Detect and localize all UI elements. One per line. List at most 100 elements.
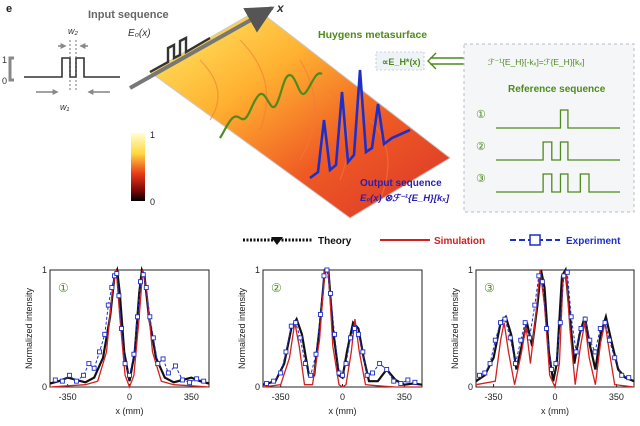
experiment-point	[477, 372, 482, 378]
level-zero: 0	[2, 76, 7, 86]
experiment-point	[619, 372, 625, 378]
experiment-point	[377, 361, 383, 367]
reference-number: ①	[476, 109, 486, 121]
experiment-point	[557, 320, 563, 326]
experiment-point	[612, 355, 618, 361]
y-tick-label: 1	[42, 265, 47, 275]
formula-box-left	[375, 51, 425, 71]
experiment-point	[391, 378, 397, 384]
experiment-point	[187, 379, 193, 385]
series-line-simulation	[262, 269, 422, 388]
input-sequence-label: Input sequence	[88, 9, 169, 21]
experiment-point	[405, 377, 411, 383]
experiment-point	[283, 349, 289, 355]
experiment-point	[143, 285, 149, 290]
y-tick-label: 1	[468, 265, 473, 275]
experiment-point	[324, 267, 330, 273]
y-tick-label: 0	[255, 382, 260, 392]
colorbar-max: 1	[150, 130, 155, 140]
formula-right: ℱ⁻¹{E_H}[-kₓ]=ℱ{E_H}[kₓ]	[488, 57, 584, 67]
output-label: Output sequence	[360, 178, 442, 189]
experiment-point	[102, 331, 108, 337]
experiment-point	[140, 272, 146, 278]
experiment-point	[150, 335, 156, 341]
experiment-point	[549, 366, 554, 372]
w2-label: w₂	[68, 26, 78, 36]
reference-sequences: ① ② ③	[476, 109, 620, 193]
reference-number: ②	[476, 141, 486, 153]
legend-theory-marker	[271, 237, 283, 245]
experiment-point	[340, 372, 345, 378]
experiment-point	[297, 335, 303, 341]
experiment-point	[122, 361, 128, 367]
experiment-point	[564, 269, 570, 275]
experiment-point	[518, 337, 524, 343]
experiment-point	[602, 320, 608, 326]
reference-wave	[496, 141, 620, 161]
metasurface-texture	[199, 39, 389, 201]
chart-3: Normalized intensity 0 1 -350 0 350 x (mm) ③	[450, 265, 635, 416]
experiment-point	[201, 378, 207, 384]
experiment-point	[172, 363, 178, 369]
experiment-point	[131, 351, 137, 357]
chart-badge: ②	[271, 281, 282, 295]
y-axis-label: Normalized intensity	[450, 287, 460, 369]
y-tick-label: 0	[468, 382, 473, 392]
input-wave-on-axis	[149, 36, 211, 74]
experiment-point	[321, 273, 327, 279]
legend-theory-label: Theory	[318, 236, 352, 247]
experiment-point	[606, 337, 612, 343]
e0x-label: E₀(x)	[128, 28, 151, 39]
experiment-point	[587, 337, 593, 343]
x-tick-label: -350	[59, 392, 77, 402]
experiment-point	[147, 314, 153, 320]
series-line-experiment	[479, 271, 629, 379]
experiment-point	[553, 361, 559, 367]
experiment-point	[532, 302, 538, 308]
x-tick-label: 350	[184, 392, 199, 402]
colorbar	[131, 133, 145, 201]
input-square-wave	[24, 57, 120, 78]
experiment-point	[97, 349, 102, 355]
x-tick-label: 0	[552, 392, 557, 402]
reference-number: ③	[476, 173, 486, 185]
experiment-point	[364, 372, 370, 378]
metasurface-plane	[149, 9, 451, 219]
experiment-point	[66, 372, 72, 378]
experiment-point	[264, 381, 269, 386]
x-tick-label: -350	[485, 392, 503, 402]
experiment-point	[360, 349, 366, 355]
reference-wave	[496, 173, 620, 193]
plot-frame	[262, 269, 423, 388]
panel-label: e	[6, 3, 12, 15]
formula-left: ∝E_H*(x)	[382, 57, 420, 67]
experiment-point	[597, 326, 603, 331]
double-arrow	[427, 52, 485, 70]
experiment-point	[626, 375, 632, 381]
experiment-point	[352, 326, 357, 331]
chart-badge: ③	[484, 281, 495, 295]
experiment-point	[134, 314, 140, 320]
experiment-point	[91, 365, 97, 371]
experiment-point	[160, 356, 166, 362]
experiment-point	[180, 377, 185, 383]
experiment-point	[498, 320, 504, 326]
experiment-point	[582, 316, 588, 322]
experiment-point	[492, 337, 498, 343]
experiment-point	[194, 376, 200, 382]
experiment-point	[317, 312, 323, 317]
experiment-point	[278, 370, 284, 376]
reference-wave	[496, 109, 620, 129]
experiment-point	[116, 293, 122, 299]
experiment-point	[86, 361, 92, 367]
w1-label: w₁	[60, 102, 69, 112]
legend-simulation-label: Simulation	[434, 236, 485, 247]
legend: Theory Simulation Experiment	[243, 234, 621, 247]
experiment-point	[165, 370, 171, 376]
experiment-point	[74, 378, 79, 384]
experiment-point	[288, 323, 294, 329]
experiment-point	[59, 378, 65, 384]
x-axis-label: x (mm)	[116, 406, 144, 416]
x-tick-label: 350	[397, 392, 412, 402]
experiment-point	[578, 326, 584, 331]
